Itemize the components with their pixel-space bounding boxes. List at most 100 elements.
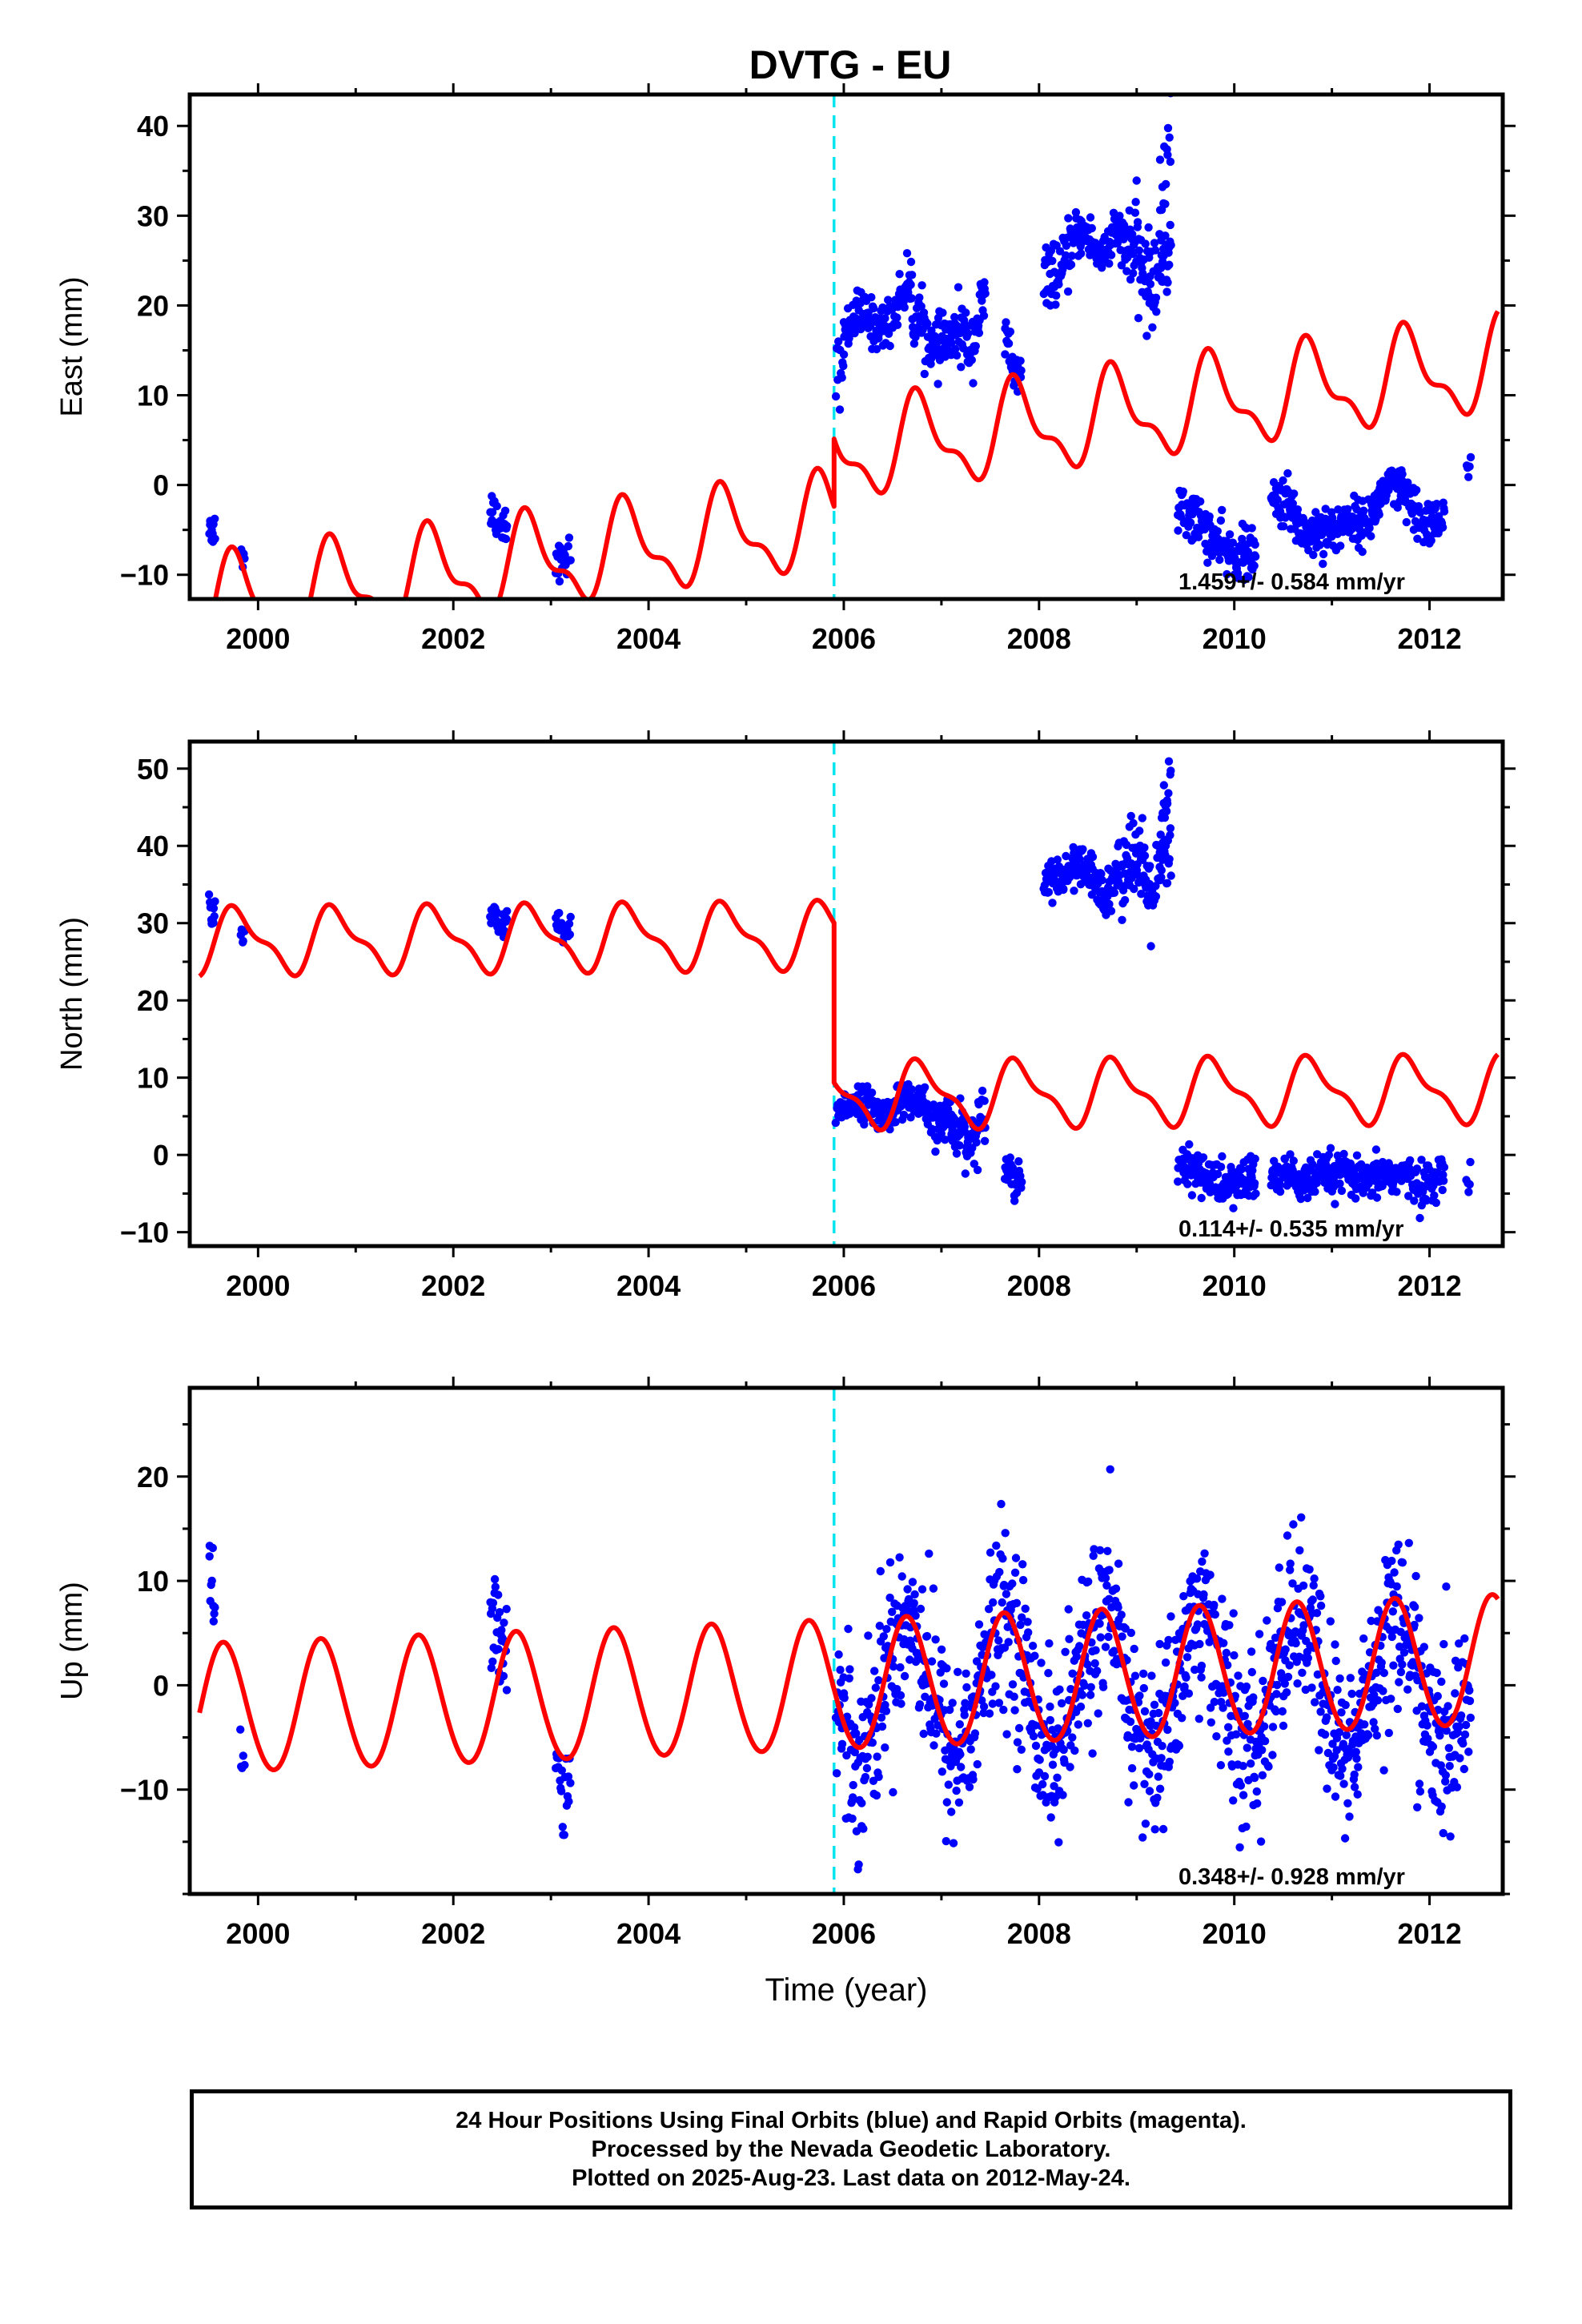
data-point bbox=[1273, 1604, 1283, 1613]
data-point bbox=[1141, 239, 1150, 248]
x-tick-label: 2012 bbox=[1398, 1269, 1462, 1302]
data-point bbox=[1331, 1640, 1339, 1649]
data-point bbox=[1410, 1602, 1419, 1611]
data-point bbox=[1068, 1733, 1077, 1742]
data-point bbox=[1311, 1187, 1319, 1196]
data-point bbox=[1465, 1696, 1475, 1706]
data-point bbox=[1197, 1661, 1207, 1671]
data-point bbox=[1415, 1787, 1425, 1796]
data-point bbox=[831, 392, 841, 401]
data-point bbox=[1460, 1730, 1470, 1739]
x-tick-label: 2012 bbox=[1398, 1917, 1462, 1950]
data-point bbox=[1369, 1718, 1378, 1727]
data-point bbox=[564, 919, 574, 928]
data-point bbox=[1134, 246, 1144, 255]
data-point bbox=[1060, 1758, 1069, 1767]
data-point bbox=[1095, 1619, 1104, 1628]
data-point bbox=[1053, 855, 1062, 864]
data-point bbox=[204, 890, 214, 899]
data-point bbox=[1165, 260, 1174, 269]
data-point bbox=[1258, 1771, 1267, 1779]
data-point bbox=[946, 1705, 954, 1715]
data-point bbox=[882, 1625, 891, 1634]
data-point bbox=[1121, 1624, 1130, 1633]
data-point bbox=[1156, 875, 1165, 885]
data-point bbox=[854, 1860, 863, 1869]
data-point bbox=[1229, 1204, 1238, 1212]
data-point bbox=[1411, 1571, 1420, 1581]
data-points-north bbox=[204, 757, 1475, 1223]
data-point bbox=[874, 1772, 883, 1781]
data-point bbox=[1031, 1741, 1041, 1751]
data-point bbox=[1464, 472, 1473, 481]
data-point bbox=[1078, 845, 1087, 854]
data-point bbox=[936, 1668, 945, 1677]
y-axis-label-north: North (mm) bbox=[55, 917, 89, 1071]
data-point bbox=[873, 1752, 881, 1761]
y-tick-label: 40 bbox=[137, 110, 169, 143]
data-point bbox=[1186, 518, 1195, 527]
data-point bbox=[1151, 892, 1161, 901]
data-point bbox=[1331, 1656, 1340, 1666]
data-point bbox=[1309, 550, 1318, 560]
data-point bbox=[951, 344, 960, 353]
data-point bbox=[1410, 1196, 1419, 1205]
data-point bbox=[1335, 1674, 1344, 1683]
data-point bbox=[1137, 890, 1146, 899]
data-point bbox=[1286, 1559, 1295, 1568]
data-point bbox=[942, 1664, 951, 1673]
data-point bbox=[1150, 1700, 1159, 1709]
data-point bbox=[1163, 123, 1173, 133]
data-point bbox=[906, 257, 916, 267]
data-point bbox=[1371, 1145, 1381, 1154]
data-point bbox=[1130, 208, 1140, 217]
data-point bbox=[555, 577, 564, 586]
data-point bbox=[1323, 1784, 1331, 1793]
data-point bbox=[1084, 1577, 1093, 1586]
data-point bbox=[889, 1662, 898, 1671]
data-point bbox=[1135, 826, 1144, 835]
data-point bbox=[1018, 1560, 1027, 1569]
data-point bbox=[1466, 1713, 1476, 1723]
data-point bbox=[906, 280, 915, 289]
data-point bbox=[502, 915, 512, 923]
data-point bbox=[1158, 1742, 1166, 1751]
data-point bbox=[907, 294, 916, 303]
data-point bbox=[1218, 505, 1227, 515]
data-point bbox=[1465, 1180, 1474, 1189]
data-point bbox=[1174, 526, 1182, 535]
data-point bbox=[1260, 1736, 1270, 1746]
data-point bbox=[494, 1645, 503, 1654]
data-point bbox=[836, 1666, 845, 1675]
data-point bbox=[1150, 246, 1160, 255]
data-point bbox=[1046, 246, 1056, 255]
data-point bbox=[1114, 1559, 1123, 1568]
data-point bbox=[1126, 1628, 1136, 1638]
data-point bbox=[1200, 1549, 1209, 1558]
data-point bbox=[995, 1567, 1004, 1577]
x-tick-label: 2002 bbox=[421, 1917, 485, 1950]
y-tick-label: 10 bbox=[137, 1062, 169, 1095]
plot-frame-up bbox=[187, 1385, 1505, 1896]
data-point bbox=[1054, 1724, 1062, 1733]
data-point bbox=[998, 1598, 1006, 1607]
data-point bbox=[1110, 1647, 1118, 1655]
data-point bbox=[992, 1541, 1001, 1550]
data-point bbox=[1182, 1653, 1192, 1662]
data-point bbox=[1212, 1732, 1221, 1741]
data-point bbox=[1338, 1764, 1347, 1773]
data-point bbox=[1432, 1668, 1441, 1678]
plot-area-up bbox=[197, 1388, 1500, 1894]
data-point bbox=[1225, 1621, 1234, 1630]
data-point bbox=[1139, 1683, 1149, 1693]
y-tick-label: 30 bbox=[137, 199, 169, 232]
data-point bbox=[1133, 218, 1142, 227]
data-point bbox=[927, 1124, 937, 1133]
data-point bbox=[1417, 1702, 1427, 1711]
data-point bbox=[1179, 1592, 1188, 1601]
data-point bbox=[1351, 1747, 1361, 1756]
data-point bbox=[1098, 875, 1106, 885]
data-point bbox=[1343, 505, 1352, 513]
data-point bbox=[1140, 843, 1149, 852]
data-point bbox=[1334, 505, 1343, 514]
